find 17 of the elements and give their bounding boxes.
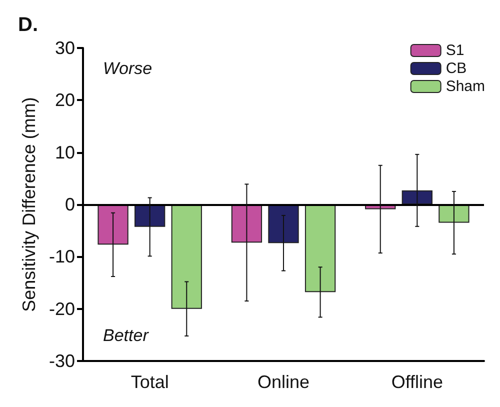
x-tick-label: Online	[257, 372, 310, 392]
legend-label: Sham	[446, 78, 486, 95]
x-tick-label: Offline	[391, 372, 444, 392]
y-tick-label: -10	[48, 246, 75, 267]
y-tick-label: 10	[54, 142, 75, 162]
chart-title: D.	[18, 14, 38, 36]
y-axis-title: Sensitivity Difference (mm)	[19, 97, 39, 312]
y-tick-label: 0	[64, 194, 75, 214]
y-tick-label: 30	[54, 38, 75, 58]
legend-label: S1	[446, 42, 464, 59]
y-tick-label: -30	[48, 351, 75, 371]
y-tick-label: -20	[48, 298, 75, 319]
y-tick-label: 20	[54, 90, 75, 110]
annotation: Better	[103, 326, 150, 345]
annotation: Worse	[103, 59, 152, 78]
x-tick-label: Total	[130, 372, 169, 392]
legend-label: CB	[446, 60, 467, 77]
